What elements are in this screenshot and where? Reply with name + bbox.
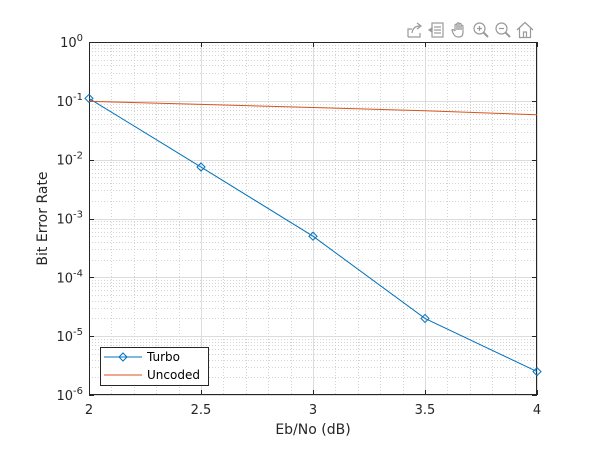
x-axis-label: Eb/No (dB): [275, 422, 350, 438]
data-tips-icon[interactable]: [427, 21, 446, 39]
series-uncoded: [88, 100, 538, 116]
x-tick-label: 3.5: [415, 403, 436, 418]
data-point-turbo: [532, 366, 542, 377]
series-layer: [84, 93, 542, 377]
legend-item-turbo[interactable]: Turbo: [104, 350, 180, 364]
x-tick-label: 4: [533, 403, 541, 418]
y-tick-label: 10-6: [56, 386, 83, 404]
y-tick-label: 100: [60, 33, 83, 51]
x-tick-label: 3: [309, 403, 317, 418]
data-point-turbo: [308, 231, 318, 241]
x-tick-label: 2.5: [191, 403, 212, 418]
export-icon[interactable]: [406, 21, 424, 39]
y-tick-label: 10-5: [56, 327, 83, 345]
y-tick-label: 10-3: [56, 210, 83, 228]
pan-icon[interactable]: [450, 21, 468, 39]
x-tick-label: 2: [85, 403, 93, 418]
y-axis-label: Bit Error Rate: [35, 171, 51, 265]
data-point-turbo: [420, 313, 430, 324]
legend-marker: [118, 352, 128, 362]
y-tick-labels: 10-6 10-5 10-4 10-3 10-2 10-1 100: [56, 33, 83, 404]
data-point-turbo: [84, 93, 94, 104]
y-tick-label: 10-4: [56, 268, 83, 286]
legend-box: [100, 347, 209, 386]
legend[interactable]: Turbo Uncoded: [100, 347, 209, 386]
home-icon[interactable]: [516, 21, 534, 39]
axes-toolbar: [404, 19, 538, 41]
legend-label: Turbo: [146, 350, 180, 364]
zoom-in-icon[interactable]: [472, 21, 490, 39]
y-tick-label: 10-1: [56, 92, 83, 110]
y-tick-label: 10-2: [56, 151, 83, 169]
axes-box: [89, 42, 537, 395]
series-turbo: [84, 93, 542, 377]
series-line-turbo: [88, 97, 538, 373]
zoom-out-icon[interactable]: [494, 21, 512, 39]
legend-item-uncoded[interactable]: Uncoded: [104, 368, 200, 382]
series-line-uncoded: [88, 100, 538, 116]
x-tick-labels: 2 2.5 3 3.5 4: [85, 403, 541, 418]
legend-label: Uncoded: [147, 368, 200, 382]
data-point-turbo: [196, 162, 206, 172]
